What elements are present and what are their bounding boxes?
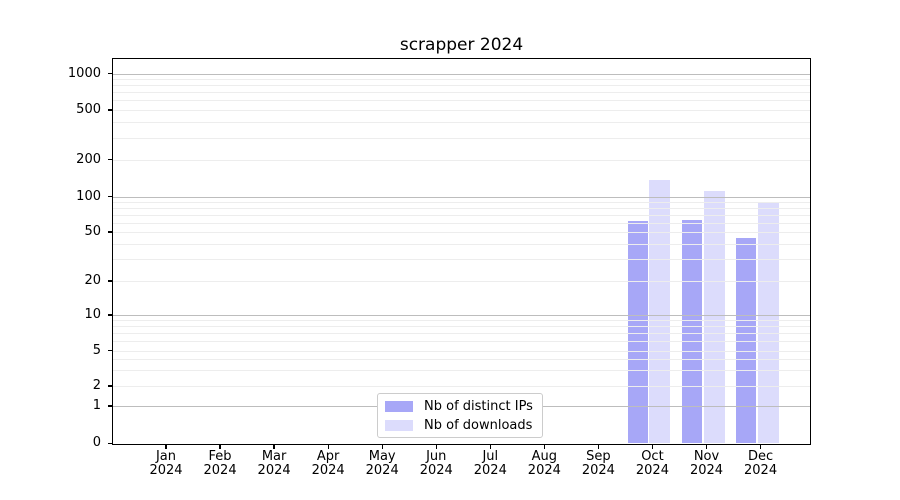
y-tick-label-100: 100 xyxy=(76,188,101,204)
gridline-major-100 xyxy=(113,196,810,198)
y-tick-mark-0 xyxy=(107,442,113,445)
legend-item-downloads: Nb of downloads xyxy=(385,417,533,433)
y-tick-mark-2 xyxy=(107,385,113,387)
y-tick-label-1000: 1000 xyxy=(67,65,101,81)
y-tick-label-20: 20 xyxy=(84,273,101,288)
gridline-major-1000 xyxy=(113,73,810,75)
gridline-minor-9 xyxy=(113,320,810,322)
x-tick-label-nov: Nov 2024 xyxy=(689,449,724,478)
legend-swatch-distinct-ips-icon xyxy=(385,401,413,412)
x-tick-mark-mar xyxy=(273,444,275,450)
x-tick-label-oct: Oct 2024 xyxy=(635,449,669,478)
y-tick-mark-200 xyxy=(107,158,113,161)
gridline-minor-700 xyxy=(113,92,810,94)
x-tick-mark-dec xyxy=(759,444,762,450)
gridline-minor-90 xyxy=(113,201,810,203)
x-tick-label-aug: Aug 2024 xyxy=(527,449,561,478)
gridline-minor-8 xyxy=(113,326,810,328)
gridline-minor-2 xyxy=(113,386,810,387)
y-tick-label-200: 200 xyxy=(76,151,101,167)
x-tick-mark-nov xyxy=(705,444,708,450)
chart-title: scrapper 2024 xyxy=(399,35,524,55)
x-tick-mark-jun xyxy=(435,444,437,450)
x-tick-mark-feb xyxy=(219,444,221,450)
y-tick-label-2: 2 xyxy=(92,378,101,393)
x-tick-mark-aug xyxy=(543,444,545,450)
x-tick-mark-oct xyxy=(651,444,654,450)
bar-distinct-ips-oct xyxy=(628,220,648,444)
gridline-minor-800 xyxy=(113,85,810,87)
x-tick-label-jun: Jun 2024 xyxy=(419,449,453,478)
legend-label-distinct-ips: Nb of distinct IPs xyxy=(424,398,533,414)
gridline-minor-50 xyxy=(113,232,810,233)
gridline-minor-70 xyxy=(113,214,810,216)
x-tick-label-mar: Mar 2024 xyxy=(257,449,291,478)
gridline-minor-3 xyxy=(113,370,810,372)
y-tick-label-1: 1 xyxy=(92,398,101,413)
gridline-minor-30 xyxy=(113,259,810,261)
gridline-minor-80 xyxy=(113,207,810,209)
y-tick-label-500: 500 xyxy=(76,102,101,117)
bar-downloads-oct xyxy=(649,180,671,444)
y-tick-label-0: 0 xyxy=(92,435,101,451)
bar-downloads-nov xyxy=(703,191,725,444)
x-tick-label-feb: Feb 2024 xyxy=(203,449,237,478)
x-tick-label-dec: Dec 2024 xyxy=(744,449,778,478)
plot-border xyxy=(112,58,811,445)
bar-distinct-ips-nov xyxy=(682,220,702,444)
y-tick-mark-100 xyxy=(107,195,113,198)
gridline-minor-900 xyxy=(113,79,810,81)
bar-distinct-ips-dec xyxy=(736,237,756,444)
y-tick-mark-20 xyxy=(107,280,113,282)
gridline-minor-300 xyxy=(113,137,810,139)
gridline-minor-500 xyxy=(113,110,810,111)
gridline-minor-200 xyxy=(113,159,810,161)
x-tick-mark-apr xyxy=(327,444,329,450)
legend-swatch-downloads-icon xyxy=(385,420,413,431)
y-tick-mark-50 xyxy=(107,231,113,233)
y-tick-label-50: 50 xyxy=(84,224,101,239)
x-tick-label-apr: Apr 2024 xyxy=(311,449,345,478)
gridline-major-10 xyxy=(113,315,810,316)
x-tick-mark-may xyxy=(381,444,383,450)
x-tick-label-jul: Jul 2024 xyxy=(473,449,507,478)
gridline-minor-400 xyxy=(113,122,810,124)
gridline-minor-7 xyxy=(113,333,810,335)
y-tick-mark-5 xyxy=(107,349,113,352)
x-tick-mark-jan xyxy=(165,444,167,450)
y-tick-mark-10 xyxy=(107,314,113,316)
x-tick-label-may: May 2024 xyxy=(365,449,399,478)
bar-downloads-dec xyxy=(757,201,779,444)
y-tick-label-10: 10 xyxy=(84,307,101,322)
gridline-minor-60 xyxy=(113,222,810,224)
gridline-minor-600 xyxy=(113,100,810,102)
x-tick-mark-sep xyxy=(597,444,600,450)
gridline-minor-40 xyxy=(113,243,810,245)
legend: Nb of distinct IPs Nb of downloads xyxy=(377,392,543,438)
x-tick-mark-jul xyxy=(489,444,491,450)
legend-item-distinct-ips: Nb of distinct IPs xyxy=(385,398,533,414)
gridline-minor-20 xyxy=(113,281,810,282)
gridline-minor-6 xyxy=(113,341,810,343)
gridline-minor-5 xyxy=(113,350,810,352)
gridline-minor-4 xyxy=(113,359,810,361)
x-tick-label-sep: Sep 2024 xyxy=(581,449,615,478)
y-tick-mark-1000 xyxy=(107,72,113,75)
y-tick-mark-1 xyxy=(107,405,113,407)
y-tick-label-5: 5 xyxy=(92,342,101,358)
x-tick-label-jan: Jan 2024 xyxy=(149,449,183,478)
legend-label-downloads: Nb of downloads xyxy=(424,417,533,433)
y-tick-mark-500 xyxy=(107,109,113,111)
